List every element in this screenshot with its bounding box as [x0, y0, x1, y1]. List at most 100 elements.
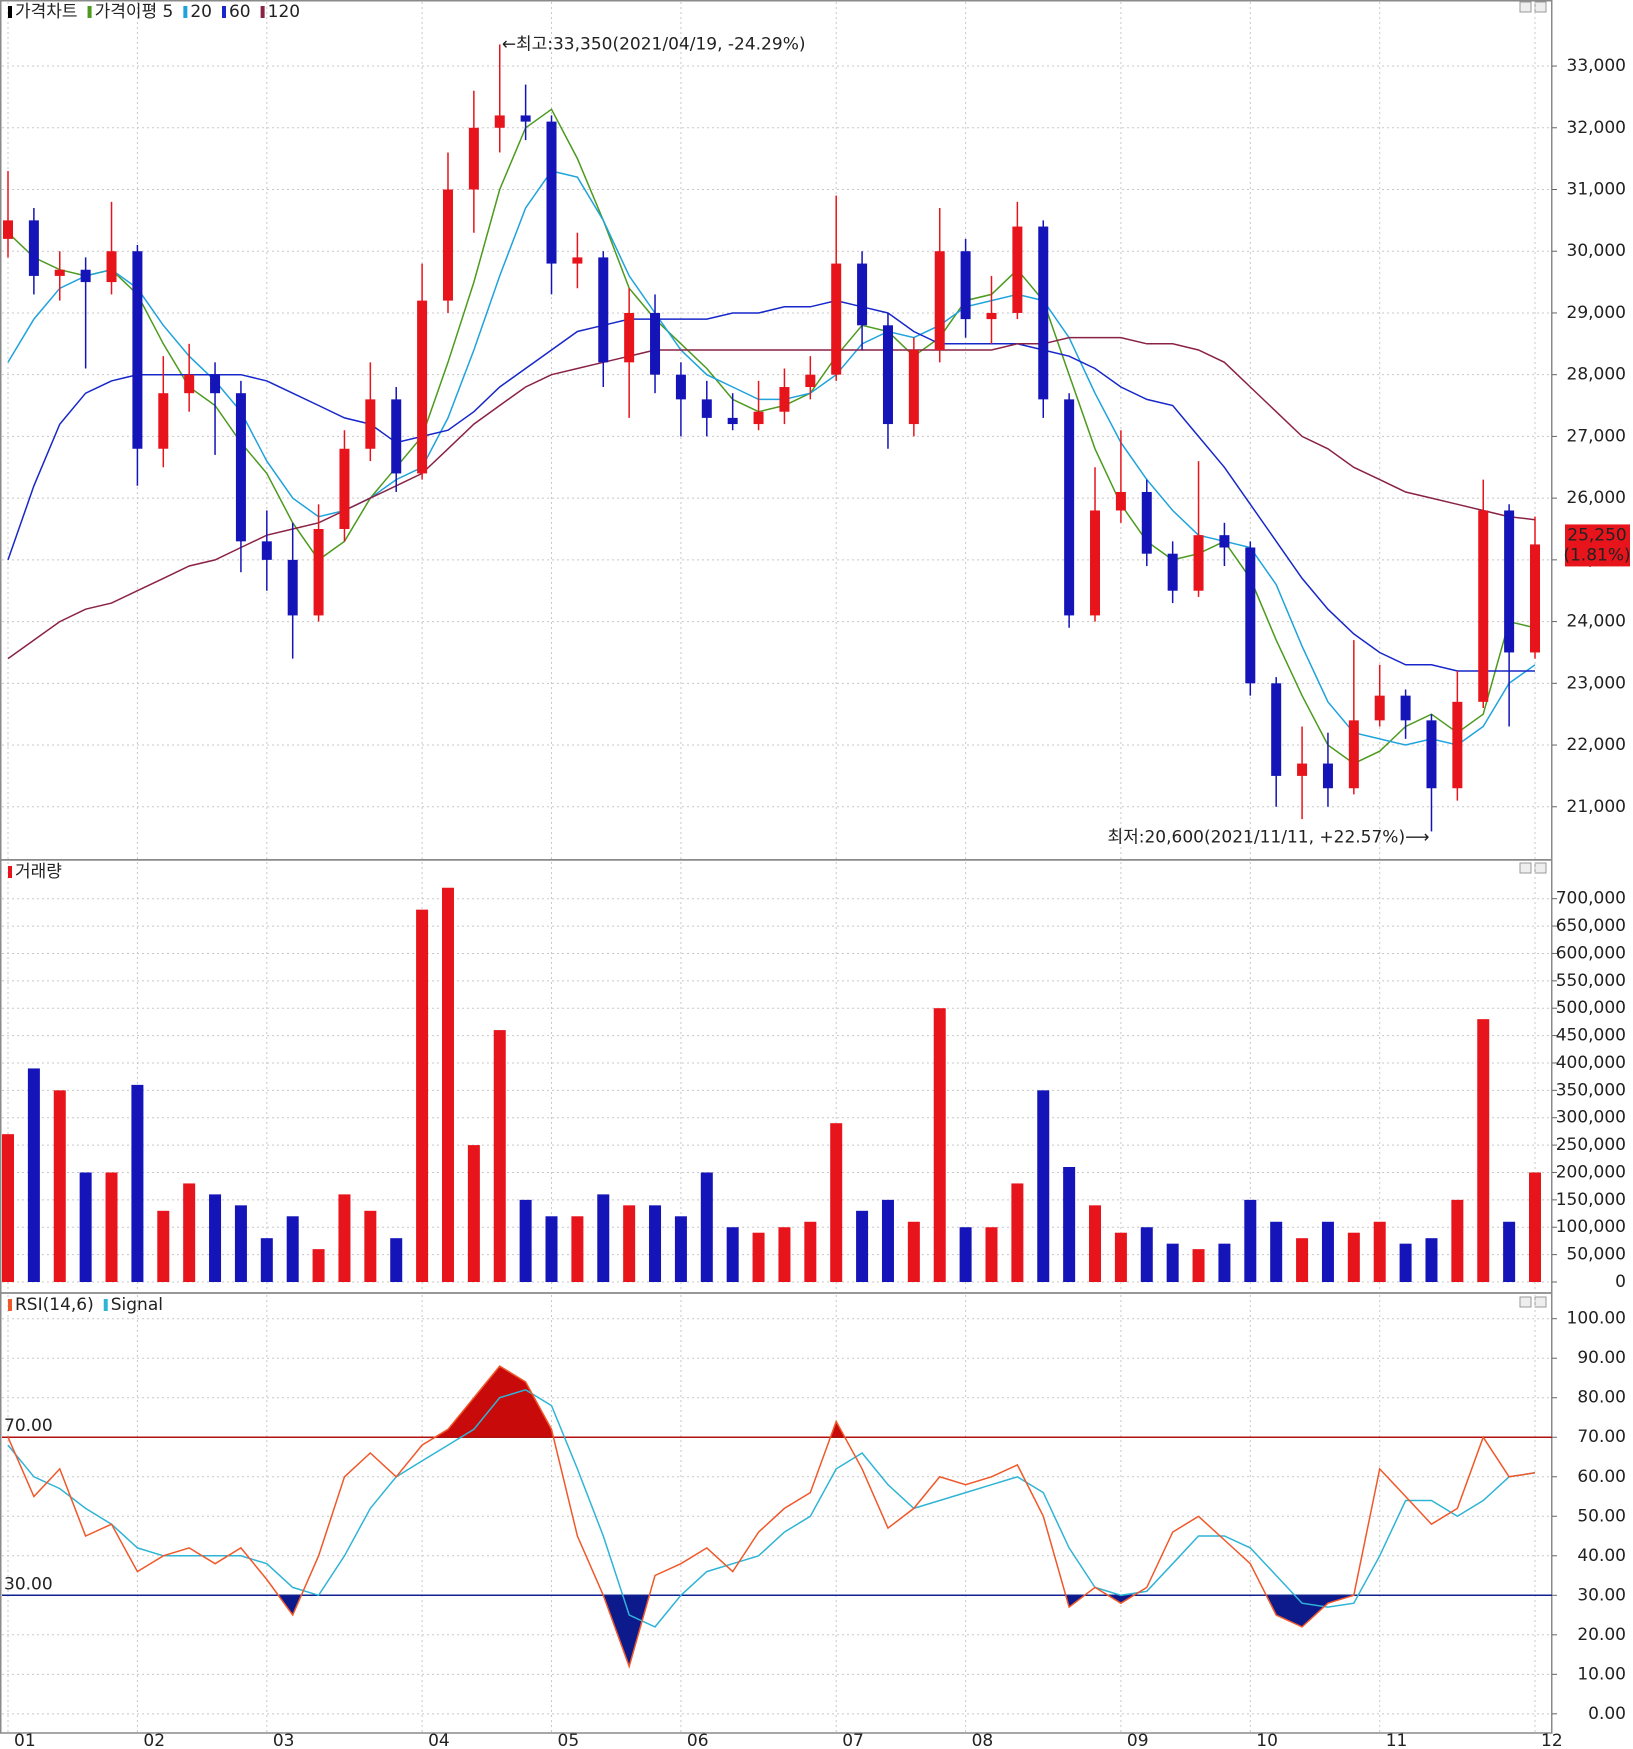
y-tick-label: 60.00 [1577, 1467, 1626, 1487]
volume-bar [1244, 1199, 1257, 1282]
minimize-button[interactable] [1519, 1, 1532, 13]
y-tick-label: 150,000 [1556, 1190, 1626, 1210]
candle-body [3, 220, 13, 239]
volume-bar [493, 1030, 506, 1282]
candle-body [1374, 695, 1385, 721]
candle-body [1400, 695, 1411, 721]
legend-swatch [221, 6, 226, 18]
y-tick-label: 700,000 [1556, 889, 1626, 909]
volume-bar [623, 1205, 636, 1282]
candle-body [1167, 553, 1178, 591]
candle-body [1426, 720, 1437, 789]
candle-body [313, 528, 324, 616]
candle-body [28, 220, 39, 276]
y-tick-label: 40.00 [1577, 1546, 1626, 1566]
legend-swatch [8, 1299, 12, 1311]
y-tick-label: 550,000 [1556, 971, 1626, 991]
volume-bar [1373, 1221, 1386, 1282]
candle-body [572, 257, 583, 264]
legend-swatch [183, 6, 188, 18]
volume-bar [1218, 1243, 1231, 1282]
y-tick-label: 30,000 [1567, 241, 1626, 261]
volume-bar [364, 1210, 377, 1282]
candle-body [287, 559, 298, 616]
volume-bar [286, 1216, 299, 1282]
candle-body [908, 349, 919, 425]
legend-swatch [8, 6, 12, 18]
x-tick-label: 09 [1127, 1731, 1149, 1749]
close-button[interactable] [1534, 862, 1547, 874]
y-tick-label: 350,000 [1556, 1080, 1626, 1100]
high-annotation: ←최고:33,350(2021/04/19, -24.29%) [502, 34, 806, 54]
x-tick-label: 05 [558, 1731, 580, 1749]
y-tick-label: 500,000 [1556, 998, 1626, 1018]
close-button[interactable] [1534, 1296, 1547, 1308]
legend-label: 거래량 [15, 862, 62, 882]
y-tick-label: 250,000 [1556, 1135, 1626, 1155]
legend-label: 20 [190, 2, 212, 22]
volume-bar [700, 1172, 713, 1282]
y-tick-label: 28,000 [1567, 365, 1626, 385]
volume-panel [0, 859, 1553, 1294]
moving-average-line [7, 170, 1536, 746]
minimize-button[interactable] [1519, 1296, 1532, 1308]
price-panel [0, 0, 1553, 861]
rsi-panel [0, 1292, 1553, 1734]
volume-bar [1399, 1243, 1412, 1282]
candle-body [960, 251, 971, 320]
candle-body [442, 189, 453, 301]
close-button[interactable] [1534, 1, 1547, 13]
volume-bar [1192, 1249, 1205, 1282]
last-price-box [1565, 524, 1630, 567]
volume-bar [1321, 1221, 1334, 1282]
volume-bar [959, 1227, 972, 1282]
volume-bar [1503, 1221, 1516, 1282]
x-tick-label: 11 [1386, 1731, 1408, 1749]
candle-body [986, 312, 997, 320]
y-tick-label: 21,000 [1567, 797, 1626, 817]
minimize-button[interactable] [1519, 862, 1532, 874]
candle-body [391, 399, 402, 474]
volume-bar [2, 1134, 14, 1282]
candle-body [805, 374, 816, 388]
y-tick-label: 31,000 [1567, 180, 1626, 200]
volume-bar [804, 1221, 817, 1282]
y-tick-label: 600,000 [1556, 943, 1626, 963]
candle-body [80, 269, 91, 283]
candle-body [546, 121, 557, 264]
y-tick-label: 450,000 [1556, 1026, 1626, 1046]
volume-bar [1089, 1205, 1102, 1282]
volume-bar [1063, 1167, 1076, 1282]
volume-bar [726, 1227, 739, 1282]
volume-bar [1270, 1221, 1283, 1282]
y-tick-label: 33,000 [1567, 56, 1626, 76]
candle-body [779, 387, 790, 412]
candle-body [158, 393, 169, 449]
y-tick-label: 23,000 [1567, 673, 1626, 693]
volume-bar [183, 1183, 196, 1282]
volume-bar [441, 887, 454, 1282]
candle-body [210, 374, 221, 394]
volume-bar [416, 909, 429, 1282]
candle-body [520, 115, 531, 122]
window-buttons[interactable] [1519, 1, 1547, 1308]
y-tick-label: 100.00 [1567, 1309, 1626, 1329]
legend-swatch [260, 6, 265, 18]
y-tick-label: 50,000 [1567, 1245, 1626, 1265]
candle-body [934, 251, 945, 350]
volume-bar [1529, 1172, 1541, 1282]
low-annotation: 최저:20,600(2021/11/11, +22.57%)⟶ [1107, 827, 1429, 847]
candle-body [468, 127, 479, 190]
candle-body [494, 115, 505, 128]
volume-bar [519, 1199, 532, 1282]
candle-body [598, 257, 609, 363]
volume-bar [1451, 1199, 1464, 1282]
last-change-label: (1.81%) [1563, 545, 1630, 565]
candle-body [339, 448, 350, 529]
volume-bar [27, 1068, 40, 1282]
volume-bar [881, 1199, 894, 1282]
candle-body [1504, 510, 1515, 653]
y-tick-label: 100,000 [1556, 1217, 1626, 1237]
candle-body [365, 399, 376, 449]
